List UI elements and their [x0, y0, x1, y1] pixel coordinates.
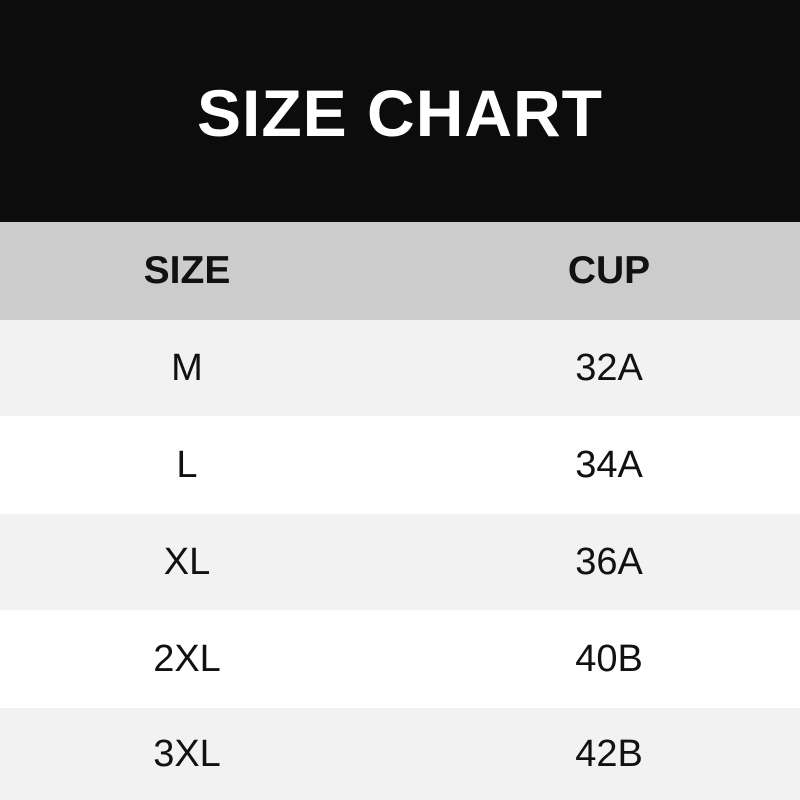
column-header-size: SIZE [143, 249, 231, 292]
table-row: 2XL 40B [0, 610, 800, 708]
cup-cell: 34A [575, 443, 643, 486]
cup-cell: 40B [575, 637, 643, 680]
size-cell: XL [163, 540, 211, 583]
size-cell: 3XL [153, 732, 221, 775]
size-cell: L [176, 443, 198, 486]
size-cell: 2XL [153, 637, 221, 680]
title-banner: SIZE CHART [0, 0, 800, 222]
cup-cell: 32A [575, 346, 643, 389]
table-row: XL 36A [0, 514, 800, 610]
table-header-row: SIZE CUP [0, 222, 800, 320]
size-table-body: M 32A L 34A XL 36A 2XL 40B 3XL 42B [0, 320, 800, 800]
column-header-cup: CUP [567, 249, 651, 292]
cup-cell: 36A [575, 540, 643, 583]
table-row: 3XL 42B [0, 708, 800, 800]
size-cell: M [171, 346, 203, 389]
cup-cell: 42B [575, 732, 643, 775]
table-row: L 34A [0, 416, 800, 514]
table-row: M 32A [0, 320, 800, 416]
page-title: SIZE CHART [197, 76, 603, 150]
